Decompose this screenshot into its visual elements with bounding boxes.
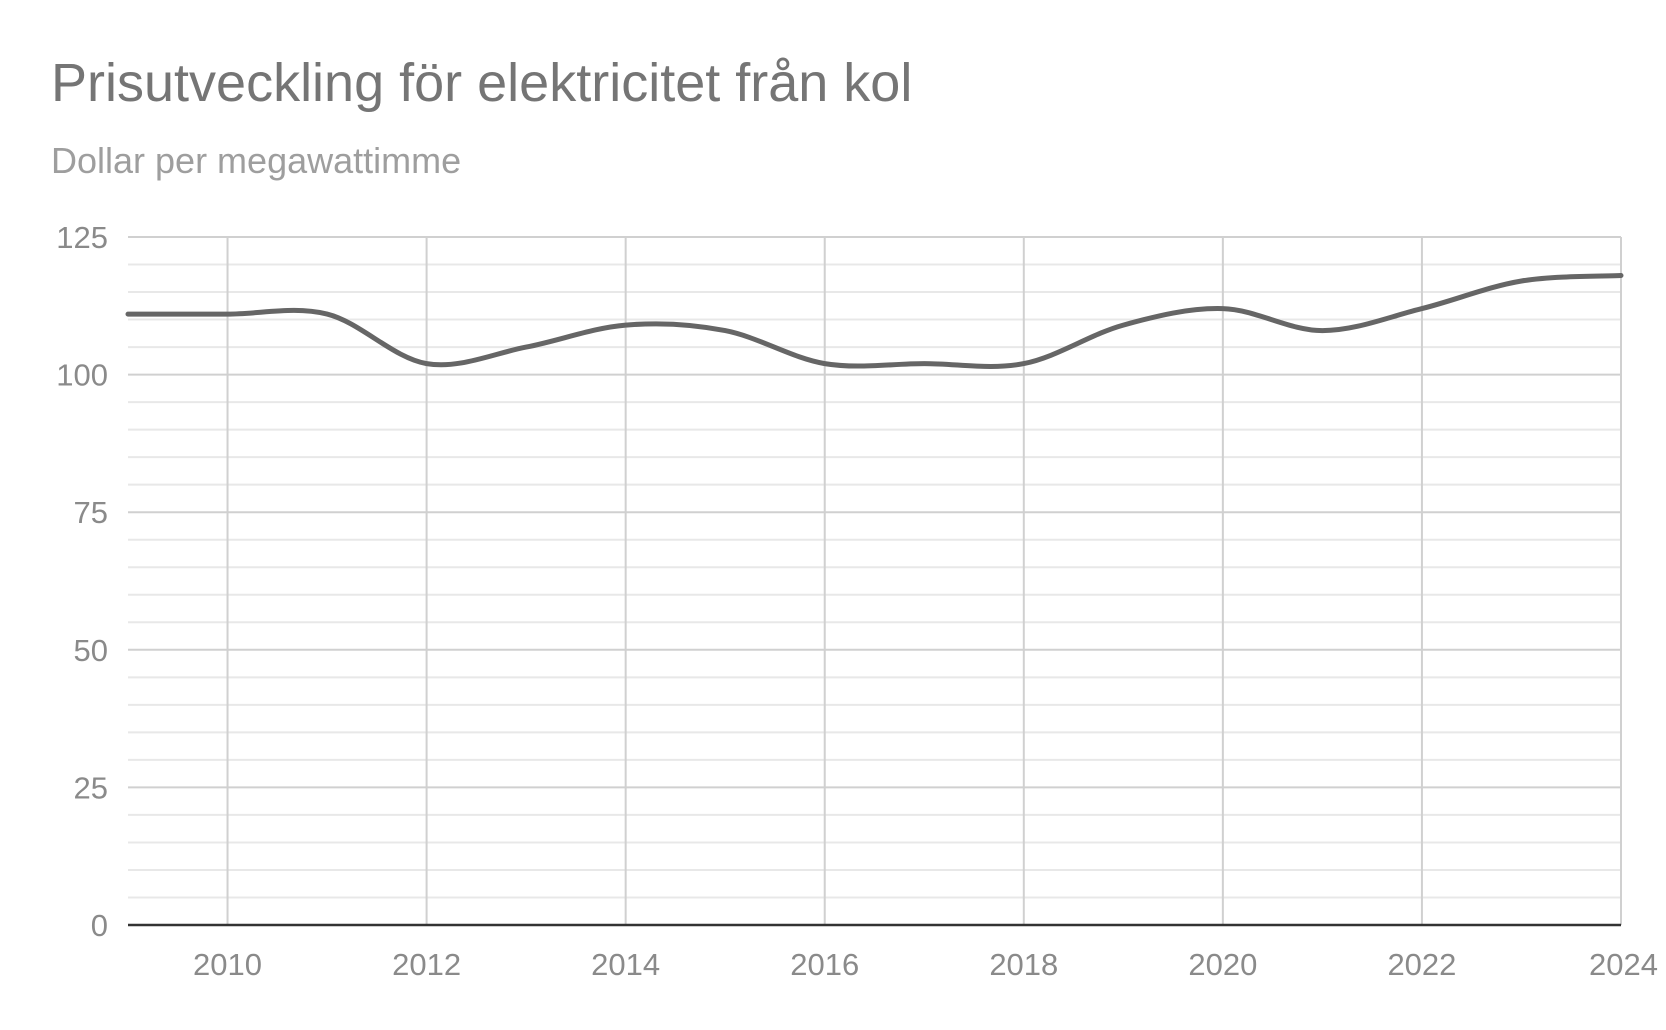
y-tick-label: 125 bbox=[56, 220, 108, 255]
x-tick-label: 2014 bbox=[591, 947, 660, 982]
x-tick-label: 2022 bbox=[1387, 947, 1456, 982]
chart-subtitle: Dollar per megawattimme bbox=[51, 140, 462, 181]
y-tick-label: 25 bbox=[74, 770, 108, 805]
grid-layer bbox=[128, 236, 1622, 925]
y-tick-label: 50 bbox=[74, 633, 108, 668]
x-tick-label: 2016 bbox=[790, 947, 859, 982]
series-line bbox=[125, 273, 1624, 369]
x-tick-label: 2024 bbox=[1589, 947, 1658, 982]
x-tick-label: 2020 bbox=[1188, 947, 1257, 982]
y-tick-label: 0 bbox=[91, 908, 108, 943]
x-tick-label: 2012 bbox=[392, 947, 461, 982]
x-tick-label: 2018 bbox=[989, 947, 1058, 982]
x-tick-label: 2010 bbox=[193, 947, 262, 982]
y-tick-label: 100 bbox=[56, 358, 108, 393]
y-axis: 0 25 50 75 100 125 bbox=[56, 220, 108, 943]
chart-title: Prisutveckling för elektricitet från kol bbox=[51, 53, 913, 113]
series-layer bbox=[125, 273, 1624, 369]
x-axis: 2010 2012 2014 2016 2018 2020 2022 2024 bbox=[128, 923, 1658, 982]
y-tick-label: 75 bbox=[74, 495, 108, 530]
